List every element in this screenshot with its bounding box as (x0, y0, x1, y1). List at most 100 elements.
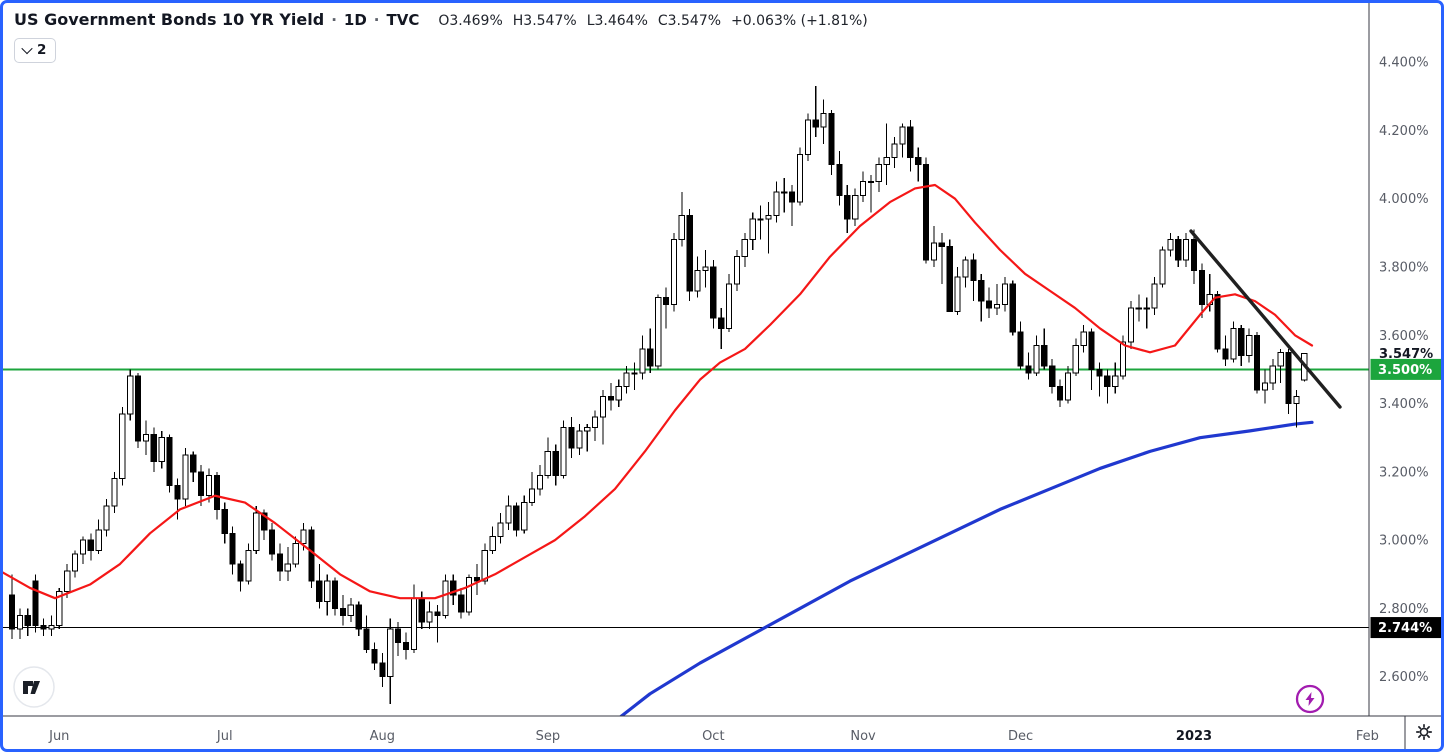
candle[interactable] (1001, 277, 1008, 312)
time-axis-label-feb[interactable]: Feb (1356, 729, 1379, 744)
candle[interactable] (182, 447, 189, 506)
time-axis-label-jun[interactable]: Jun (48, 729, 69, 744)
candle[interactable] (1246, 328, 1253, 363)
candle[interactable] (781, 178, 788, 213)
candle[interactable] (339, 594, 347, 626)
candle[interactable] (1222, 335, 1229, 366)
candle[interactable] (497, 512, 504, 544)
candle[interactable] (87, 533, 94, 561)
candle[interactable] (473, 564, 481, 595)
candle[interactable] (324, 574, 331, 616)
candle[interactable] (599, 389, 607, 445)
candle[interactable] (158, 430, 165, 469)
candle[interactable] (765, 202, 772, 254)
candle[interactable] (718, 307, 725, 349)
descending-trendline[interactable] (1189, 229, 1342, 409)
candle[interactable] (465, 574, 473, 616)
candle[interactable] (166, 434, 173, 493)
candle[interactable] (710, 260, 717, 329)
candle[interactable] (1104, 369, 1111, 404)
candle[interactable] (395, 622, 402, 657)
candle[interactable] (355, 601, 362, 636)
candle[interactable] (647, 328, 654, 373)
candle[interactable] (1269, 359, 1276, 390)
candle[interactable] (1261, 369, 1269, 404)
candle[interactable] (190, 451, 197, 483)
candle[interactable] (1017, 321, 1024, 370)
candle[interactable] (623, 365, 630, 394)
candle[interactable] (1277, 348, 1284, 384)
candle[interactable] (32, 574, 39, 633)
candle[interactable] (615, 379, 622, 407)
indicators-collapse-button[interactable]: 2 (14, 38, 57, 63)
candle[interactable] (174, 478, 181, 520)
candle[interactable] (1080, 325, 1087, 353)
exchange-label[interactable]: TVC (386, 11, 420, 29)
candle[interactable] (631, 362, 638, 390)
candle[interactable] (993, 284, 1001, 315)
candle[interactable] (1127, 301, 1135, 349)
candle[interactable] (907, 120, 914, 172)
candle[interactable] (1025, 352, 1032, 380)
axis-settings-gear-icon[interactable] (1415, 723, 1433, 741)
candle[interactable] (867, 174, 875, 213)
candle[interactable] (733, 249, 741, 291)
tradingview-logo[interactable] (13, 666, 55, 708)
candle[interactable] (402, 632, 410, 660)
candle[interactable] (1056, 379, 1064, 407)
candle[interactable] (24, 608, 31, 636)
candle[interactable] (1151, 277, 1158, 315)
candle[interactable] (418, 591, 425, 629)
candle[interactable] (379, 652, 386, 687)
candle[interactable] (686, 208, 693, 302)
time-axis-label-jul[interactable]: Jul (216, 729, 233, 744)
candle[interactable] (253, 505, 260, 554)
candle[interactable] (1183, 232, 1190, 267)
candle[interactable] (8, 574, 16, 640)
candle[interactable] (584, 424, 591, 452)
candle[interactable] (804, 113, 811, 162)
candle[interactable] (1285, 348, 1292, 414)
candle[interactable] (1198, 263, 1205, 319)
candle[interactable] (127, 369, 134, 421)
candle[interactable] (859, 171, 867, 203)
candle[interactable] (205, 468, 213, 503)
moving-average-slow-200d[interactable] (615, 420, 1314, 721)
symbol-title[interactable]: US Government Bonds 10 YR Yield (14, 10, 325, 29)
candle[interactable] (1175, 236, 1182, 267)
candle[interactable] (1049, 359, 1056, 394)
candle[interactable] (639, 335, 646, 380)
candle[interactable] (828, 109, 835, 175)
candle[interactable] (1238, 325, 1245, 366)
candle[interactable] (284, 546, 291, 582)
candle[interactable] (142, 420, 150, 455)
candle[interactable] (536, 465, 544, 496)
candle[interactable] (119, 406, 126, 486)
candle[interactable] (986, 287, 993, 319)
candle[interactable] (970, 253, 977, 302)
time-axis-label-sep[interactable]: Sep (536, 729, 561, 744)
candle[interactable] (844, 185, 851, 233)
candle[interactable] (1096, 362, 1103, 397)
candle[interactable] (458, 587, 465, 619)
candle[interactable] (387, 618, 394, 705)
time-axis-label-aug[interactable]: Aug (370, 729, 395, 744)
candle[interactable] (1119, 335, 1127, 380)
candle[interactable] (56, 587, 63, 629)
candle[interactable] (237, 560, 244, 592)
lightning-flash-icon[interactable] (1295, 684, 1325, 714)
candle[interactable] (883, 123, 890, 186)
candle[interactable] (1033, 335, 1040, 377)
candle[interactable] (442, 574, 449, 619)
candle[interactable] (899, 123, 906, 158)
candle[interactable] (1230, 321, 1237, 363)
candle[interactable] (1143, 297, 1150, 329)
candle[interactable] (1253, 331, 1261, 394)
candle[interactable] (544, 437, 551, 479)
candle[interactable] (426, 601, 433, 629)
candle[interactable] (95, 519, 102, 554)
candle[interactable] (1190, 229, 1198, 285)
candle[interactable] (852, 188, 859, 226)
candle[interactable] (16, 608, 23, 640)
candle[interactable] (410, 584, 417, 653)
